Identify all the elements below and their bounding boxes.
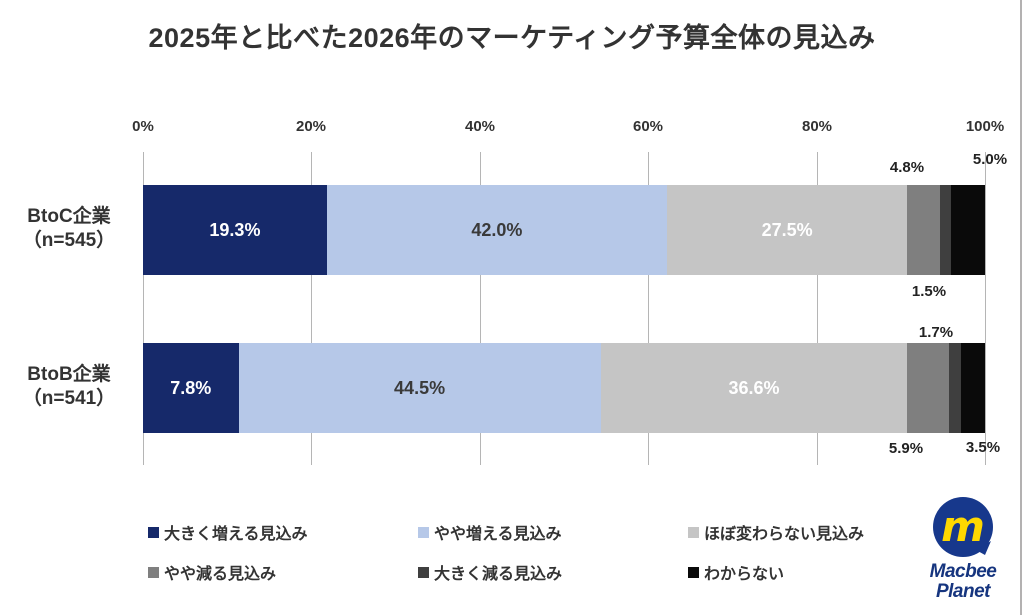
outside-value-label: 1.5% — [911, 283, 947, 300]
legend-label: 大きく減る見込み — [434, 566, 563, 583]
bar-segment: 27.5% — [666, 185, 908, 275]
bar-segment — [907, 343, 949, 433]
x-axis-tick-label: 80% — [801, 118, 833, 135]
gridline — [480, 152, 481, 465]
segment-value-label: 19.3% — [209, 219, 261, 240]
segment-value-label: 42.0% — [471, 219, 523, 240]
outside-value-label: 3.5% — [965, 439, 1001, 456]
gridline — [311, 152, 312, 465]
segment-value-label: 44.5% — [394, 377, 446, 398]
bar-segment: 42.0% — [326, 185, 667, 275]
bar-segment: 19.3% — [143, 185, 327, 275]
bar-row-btob: 7.8% 44.5% 36.6% — [143, 343, 985, 433]
macbee-planet-logo-icon: m — [933, 497, 993, 557]
segment-value-label: 27.5% — [761, 219, 813, 240]
outside-value-label: 1.7% — [918, 324, 954, 341]
x-axis-tick-label: 100% — [965, 118, 1005, 135]
bar-row-btoc: 19.3% 42.0% 27.5% — [143, 185, 985, 275]
category-n: （n=541） — [22, 388, 116, 409]
bar-segment — [948, 343, 961, 433]
legend-label: 大きく増える見込み — [164, 526, 308, 543]
category-label-btob: BtoB企業 （n=541） — [0, 363, 138, 411]
x-axis-tick-label: 20% — [295, 118, 327, 135]
x-axis-tick-label: 40% — [464, 118, 496, 135]
legend-swatch-icon — [688, 566, 699, 578]
macbee-planet-logo: m Macbee Planet — [920, 496, 1006, 602]
x-axis-tick-label: 60% — [632, 118, 664, 135]
bar-segment: 36.6% — [600, 343, 908, 433]
legend-label: ほぼ変わらない見込み — [704, 526, 865, 543]
legend-swatch-icon — [148, 526, 159, 538]
gridline — [648, 152, 649, 465]
legend-item: わからない — [688, 560, 958, 584]
legend-item: やや増える見込み — [418, 520, 688, 544]
outside-value-label: 4.8% — [889, 159, 925, 176]
legend-item: 大きく増える見込み — [148, 520, 418, 544]
legend-swatch-icon — [688, 526, 699, 538]
legend-swatch-icon — [148, 566, 159, 578]
legend-label: わからない — [704, 566, 785, 583]
legend-swatch-icon — [418, 566, 429, 578]
bar-segment: 44.5% — [238, 343, 601, 433]
legend-item: ほぼ変わらない見込み — [688, 520, 958, 544]
outside-value-label: 5.9% — [888, 440, 924, 457]
legend-item: 大きく減る見込み — [418, 560, 688, 584]
bar-segment — [907, 185, 941, 275]
logo-text-line1: Macbee — [929, 561, 997, 582]
legend-label: やや増える見込み — [434, 526, 562, 543]
gridline — [143, 152, 144, 465]
outside-value-label: 5.0% — [972, 151, 1008, 168]
category-n: （n=545） — [22, 230, 116, 251]
category-label-btoc: BtoC企業 （n=545） — [0, 205, 138, 253]
bar-segment — [940, 185, 951, 275]
category-name: BtoB企業 — [27, 364, 111, 385]
svg-text:m: m — [941, 502, 985, 551]
bar-segment — [950, 185, 985, 275]
legend-item: やや減る見込み — [148, 560, 418, 584]
bar-segment: 7.8% — [143, 343, 239, 433]
legend: 大きく増える見込み やや増える見込み ほぼ変わらない見込み やや減る見込み 大き… — [148, 520, 958, 584]
page-right-edge-divider — [1020, 0, 1022, 615]
logo-text: Macbee Planet — [920, 562, 1006, 602]
segment-value-label: 7.8% — [170, 377, 212, 398]
segment-value-label: 36.6% — [728, 377, 780, 398]
category-name: BtoC企業 — [27, 206, 111, 227]
logo-text-line2: Planet — [935, 581, 991, 602]
bar-segment — [960, 343, 985, 433]
gridline — [985, 152, 986, 465]
x-axis-tick-label: 0% — [132, 118, 154, 135]
legend-swatch-icon — [418, 526, 429, 538]
legend-label: やや減る見込み — [164, 566, 277, 583]
gridline — [817, 152, 818, 465]
chart-title: 2025年と比べた2026年のマーケティング予算全体の見込み — [148, 23, 876, 53]
